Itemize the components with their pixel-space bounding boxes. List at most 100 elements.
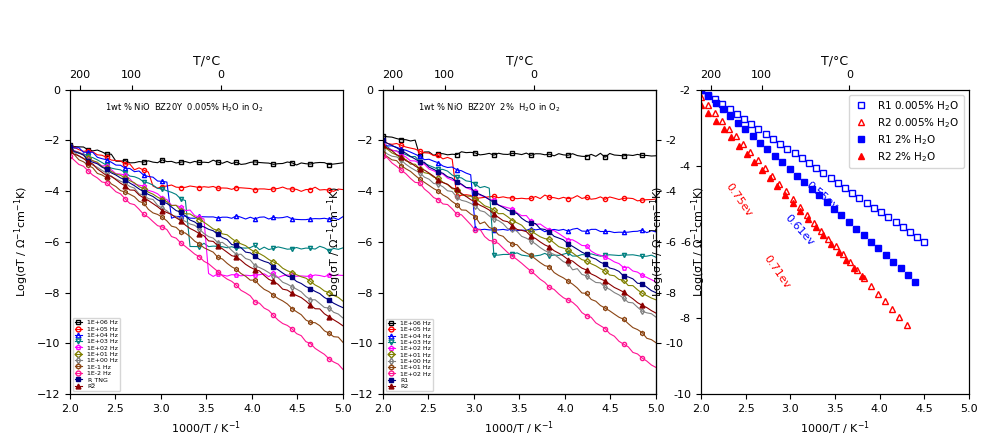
R2 2% H$_2$O [718, 127, 730, 132]
R1 2% H$_2$O [843, 219, 855, 224]
Y-axis label: Log(σT / Ω$^{-1}$cm$^{-1}$K): Log(σT / Ω$^{-1}$cm$^{-1}$K) [325, 186, 344, 297]
R1 2% H$_2$O [828, 206, 840, 211]
R2 0.005% H$_2$O [787, 197, 799, 202]
R2 2% H$_2$O [771, 184, 783, 189]
R2 2% H$_2$O [748, 159, 760, 164]
R2 0.005% H$_2$O [858, 275, 870, 280]
R2 2% H$_2$O [794, 208, 806, 214]
R2 0.005% H$_2$O [801, 212, 813, 218]
R1 2% H$_2$O [761, 146, 773, 152]
R2 0.005% H$_2$O [758, 165, 770, 171]
R1 0.005% H$_2$O [739, 116, 750, 122]
R1 0.005% H$_2$O [781, 146, 793, 151]
R1 2% H$_2$O [725, 113, 737, 119]
R1 0.005% H$_2$O [752, 126, 764, 132]
R1 2% H$_2$O [903, 272, 914, 278]
R2 0.005% H$_2$O [880, 299, 892, 304]
Line: R2 2% H$_2$O: R2 2% H$_2$O [698, 101, 865, 280]
R2 2% H$_2$O [710, 118, 722, 124]
R1 2% H$_2$O [740, 127, 751, 132]
R2 0.005% H$_2$O [887, 306, 899, 312]
X-axis label: 1000/T / K$^{-1}$: 1000/T / K$^{-1}$ [484, 419, 555, 437]
R1 0.005% H$_2$O [875, 210, 887, 215]
R1 0.005% H$_2$O [854, 195, 866, 200]
R2 0.005% H$_2$O [780, 189, 792, 194]
R2 0.005% H$_2$O [731, 134, 743, 139]
Y-axis label: Log(σT / Ω$^{-1}$cm$^{-1}$K): Log(σT / Ω$^{-1}$cm$^{-1}$K) [689, 186, 708, 297]
X-axis label: T/°C: T/°C [821, 54, 849, 67]
R1 2% H$_2$O [702, 94, 714, 99]
R1 2% H$_2$O [910, 279, 921, 284]
R2 0.005% H$_2$O [702, 103, 714, 108]
R2 0.005% H$_2$O [724, 126, 736, 131]
R2 2% H$_2$O [741, 151, 752, 156]
R2 2% H$_2$O [734, 143, 746, 148]
R1 2% H$_2$O [821, 199, 833, 205]
R2 0.005% H$_2$O [815, 228, 827, 233]
R1 2% H$_2$O [746, 133, 758, 138]
Legend: R1 0.005% H$_2$O, R2 0.005% H$_2$O, R1 2% H$_2$O, R2 2% H$_2$O: R1 0.005% H$_2$O, R2 0.005% H$_2$O, R1 2… [849, 95, 964, 168]
R2 2% H$_2$O [810, 224, 822, 230]
R2 0.005% H$_2$O [794, 204, 806, 210]
R1 2% H$_2$O [888, 259, 900, 264]
R1 0.005% H$_2$O [839, 185, 851, 190]
R1 2% H$_2$O [813, 193, 825, 198]
R1 0.005% H$_2$O [846, 190, 858, 195]
R1 0.005% H$_2$O [724, 107, 736, 112]
R2 2% H$_2$O [695, 102, 707, 108]
R2 2% H$_2$O [833, 249, 845, 254]
R2 2% H$_2$O [763, 176, 775, 181]
R2 0.005% H$_2$O [901, 322, 912, 327]
R2 2% H$_2$O [787, 200, 799, 206]
Line: R1 2% H$_2$O: R1 2% H$_2$O [698, 86, 918, 285]
R1 0.005% H$_2$O [918, 239, 930, 245]
R1 2% H$_2$O [695, 87, 707, 92]
Text: 1wt % NiO  BZ20Y  2%  H$_2$O in O$_2$: 1wt % NiO BZ20Y 2% H$_2$O in O$_2$ [418, 102, 561, 114]
X-axis label: 1000/T / K$^{-1}$: 1000/T / K$^{-1}$ [800, 419, 870, 437]
R1 0.005% H$_2$O [717, 102, 729, 107]
R2 2% H$_2$O [848, 265, 860, 271]
R1 2% H$_2$O [798, 180, 810, 185]
R1 2% H$_2$O [895, 266, 907, 271]
R1 0.005% H$_2$O [810, 165, 822, 171]
R1 2% H$_2$O [865, 239, 877, 245]
R1 2% H$_2$O [873, 246, 885, 251]
R2 2% H$_2$O [841, 257, 853, 263]
R1 2% H$_2$O [858, 233, 870, 238]
R1 2% H$_2$O [717, 107, 729, 112]
R1 0.005% H$_2$O [883, 215, 895, 220]
R1 2% H$_2$O [768, 153, 780, 159]
R1 0.005% H$_2$O [868, 205, 880, 210]
X-axis label: 1000/T / K$^{-1}$: 1000/T / K$^{-1}$ [171, 419, 242, 437]
R1 2% H$_2$O [754, 140, 766, 145]
R1 0.005% H$_2$O [796, 156, 808, 161]
R2 0.005% H$_2$O [844, 259, 856, 265]
R1 2% H$_2$O [806, 186, 818, 192]
R2 2% H$_2$O [726, 135, 738, 140]
R1 2% H$_2$O [791, 173, 803, 178]
X-axis label: T/°C: T/°C [506, 54, 533, 67]
Line: R1 0.005% H$_2$O: R1 0.005% H$_2$O [698, 86, 927, 246]
R2 0.005% H$_2$O [709, 110, 721, 116]
R2 2% H$_2$O [779, 192, 791, 197]
R2 0.005% H$_2$O [808, 220, 820, 225]
R2 0.005% H$_2$O [745, 150, 756, 155]
R2 0.005% H$_2$O [716, 118, 728, 124]
Text: 0.75ev: 0.75ev [724, 181, 753, 219]
R2 0.005% H$_2$O [894, 314, 906, 320]
R1 2% H$_2$O [836, 213, 848, 218]
R2 0.005% H$_2$O [851, 267, 863, 273]
R2 0.005% H$_2$O [822, 236, 834, 241]
R1 0.005% H$_2$O [695, 87, 707, 92]
Text: 1wt % NiO  BZ20Y  0.005% H$_2$O in O$_2$: 1wt % NiO BZ20Y 0.005% H$_2$O in O$_2$ [105, 102, 263, 114]
R2 0.005% H$_2$O [872, 291, 884, 296]
R1 2% H$_2$O [783, 166, 795, 172]
R1 0.005% H$_2$O [767, 136, 779, 142]
R2 0.005% H$_2$O [765, 173, 777, 178]
Legend: 1E+06 Hz, 1E+05 Hz, 1E+04 Hz, 1E+03 Hz, 1E+02 Hz, 1E+01 Hz, 1E+00 Hz, 1E+01 Hz, : 1E+06 Hz, 1E+05 Hz, 1E+04 Hz, 1E+03 Hz, … [386, 319, 433, 391]
R2 2% H$_2$O [756, 168, 768, 173]
R2 0.005% H$_2$O [751, 157, 763, 163]
R2 2% H$_2$O [703, 110, 715, 116]
R1 2% H$_2$O [880, 252, 892, 258]
Y-axis label: Log(σT / Ω$^{-1}$cm$^{-1}$K): Log(σT / Ω$^{-1}$cm$^{-1}$K) [649, 186, 668, 297]
